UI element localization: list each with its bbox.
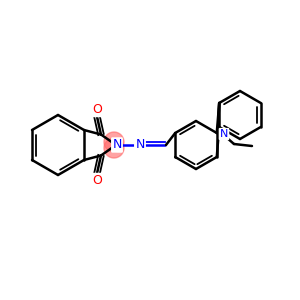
Circle shape <box>104 132 124 152</box>
Circle shape <box>104 138 124 158</box>
Text: O: O <box>92 174 102 187</box>
Text: N: N <box>135 139 145 152</box>
Text: N: N <box>220 129 228 139</box>
Text: N: N <box>112 139 122 152</box>
Text: O: O <box>92 103 102 116</box>
